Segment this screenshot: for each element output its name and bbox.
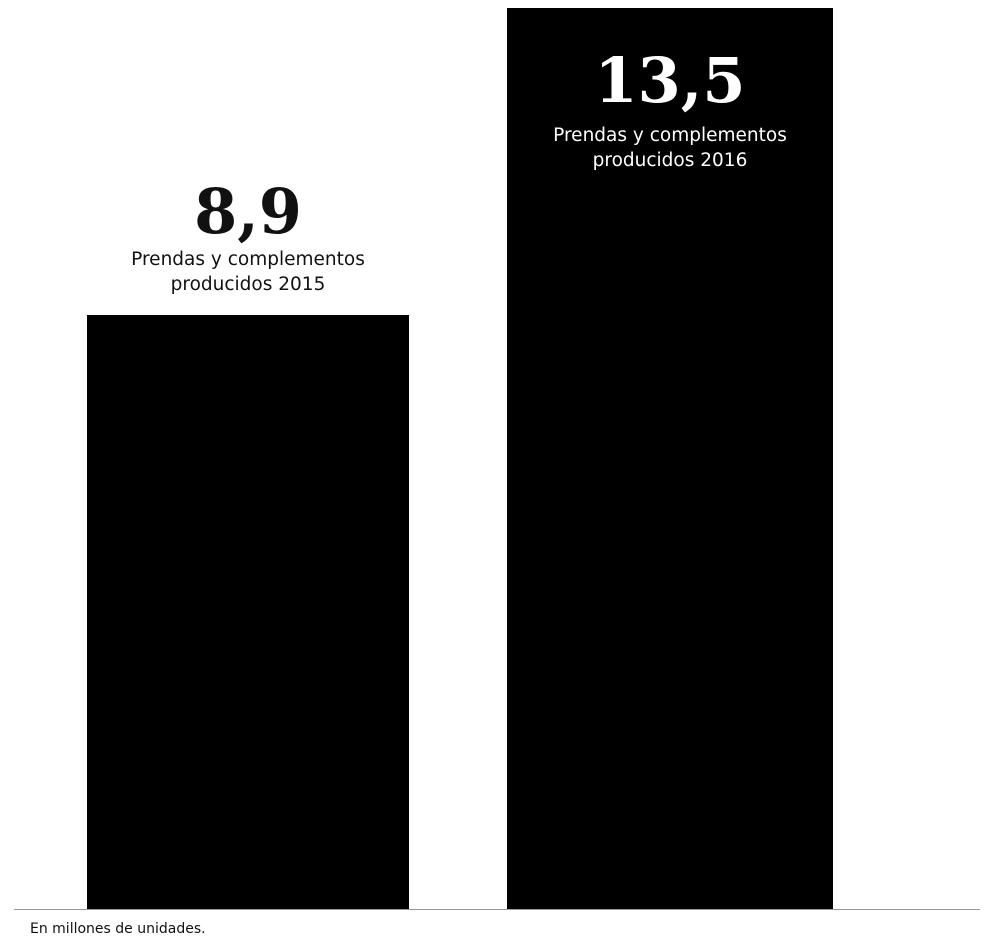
bar-1 [507, 8, 833, 909]
value-label-0: 8,9 [194, 175, 302, 248]
category-label-1-line-1: producidos 2016 [593, 150, 748, 171]
footnote-units: En millones de unidades. [30, 921, 206, 937]
category-label-0-line-1: producidos 2015 [171, 274, 326, 295]
category-label-1-line-0: Prendas y complementos [553, 125, 787, 146]
category-label-0-line-0: Prendas y complementos [131, 249, 365, 270]
value-label-1: 13,5 [594, 44, 745, 117]
bar-0 [87, 315, 409, 909]
